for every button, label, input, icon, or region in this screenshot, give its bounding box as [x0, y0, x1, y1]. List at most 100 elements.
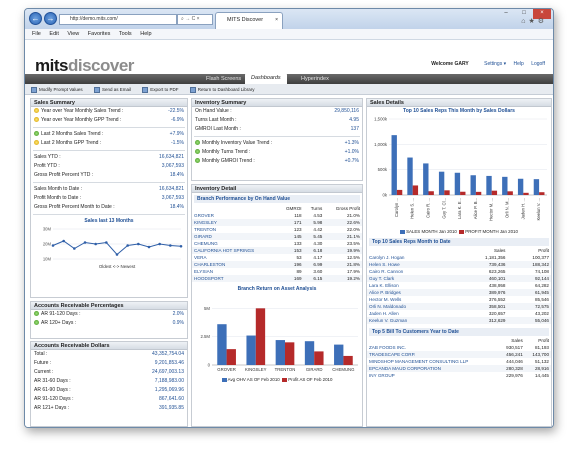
tab-hyperindex[interactable]: Hyperindex [301, 76, 329, 82]
branch-row[interactable]: ELYSIAN 89 3.60 17.9% [192, 268, 362, 275]
branch-row[interactable]: KINGSLEY 171 5.98 22.6% [192, 219, 362, 226]
help-link[interactable]: Help [513, 61, 524, 67]
branch-row[interactable]: TRENTON 123 4.42 22.0% [192, 226, 362, 233]
sales-point[interactable] [169, 244, 172, 247]
bar-secondary[interactable] [428, 191, 434, 195]
branch-row[interactable]: VERA 53 4.17 12.5% [192, 254, 362, 261]
bar-secondary[interactable] [460, 191, 466, 195]
send-email-button[interactable]: Send as Email [93, 86, 131, 93]
tab-flash-screens[interactable]: Flash Screens [206, 76, 242, 82]
bar-primary[interactable] [334, 344, 344, 365]
browser-window: ← → http://demo.mits.com/ ⌕ → C × MITS D… [24, 8, 554, 428]
branch-row[interactable]: CHARLESTON 196 6.99 21.8% [192, 261, 362, 268]
bar-primary[interactable] [407, 157, 413, 195]
export-pdf-button[interactable]: Export to PDF [142, 86, 179, 93]
sales-point[interactable] [147, 245, 151, 249]
bar-primary[interactable] [246, 335, 256, 365]
address-controls[interactable]: ⌕ → C × [177, 14, 213, 25]
sales-rep-row[interactable]: Orli N. Maldonado 358,501 72,575 [367, 303, 551, 310]
bar-primary[interactable] [470, 175, 476, 195]
bar-primary[interactable] [217, 324, 227, 365]
sales-point[interactable] [83, 241, 87, 244]
menu-view[interactable]: View [67, 31, 80, 37]
return-library-button[interactable]: Return to Dashboard Library [189, 86, 255, 93]
settings-link[interactable]: Settings ▾ [484, 61, 507, 67]
bar-primary[interactable] [502, 176, 508, 195]
panel-title: Accounts Receivable Percentages [31, 302, 187, 310]
customer-row[interactable]: EPCANDA MAUD CORPORATION 280,328 28,916 [367, 365, 551, 372]
browser-tab[interactable]: MITS Discover × [215, 12, 283, 29]
inventory-detail-panel: Inventory Detail Branch Performance by O… [191, 184, 363, 427]
bar-secondary[interactable] [314, 351, 324, 365]
bar-primary[interactable] [423, 163, 429, 195]
bar-secondary[interactable] [507, 191, 513, 195]
menu-help[interactable]: Help [140, 31, 152, 37]
sales-rep-row[interactable]: Carolyn J. Hogan 1,181,356 100,377 [367, 254, 551, 261]
bar-secondary[interactable] [491, 190, 498, 195]
sales-point[interactable] [126, 244, 129, 247]
maximize-button[interactable]: □ [522, 10, 526, 16]
home-favorites-tools-icons[interactable]: ⌂★⚙ [521, 18, 547, 25]
bar-secondary[interactable] [444, 190, 450, 195]
bar-primary[interactable] [438, 171, 445, 195]
sales-point[interactable] [94, 242, 97, 246]
sales-point[interactable] [105, 241, 108, 244]
sales-rep-row[interactable]: Hector M. Wells 376,552 85,546 [367, 296, 551, 303]
sales-rep-row[interactable]: Guy T. Clark 460,101 92,144 [367, 275, 551, 282]
ar-dollar-row: Future :9,201,853.46 [34, 360, 184, 366]
bar-secondary[interactable] [539, 192, 545, 195]
bar-primary[interactable] [304, 341, 315, 365]
customer-row[interactable]: INY GROUP 229,976 14,445 [367, 372, 551, 379]
sales-point[interactable] [115, 253, 119, 256]
bar-secondary[interactable] [255, 308, 266, 365]
bar-secondary[interactable] [285, 342, 295, 365]
logoff-link[interactable]: Logoff [531, 61, 545, 67]
bar-primary[interactable] [391, 135, 397, 195]
sales-rep-row[interactable]: Jaden H. Allen 320,657 43,202 [367, 310, 551, 317]
branch-row[interactable]: CHEMUNG 133 4.30 23.5% [192, 240, 362, 247]
customer-row[interactable]: ZAB FOODS INC. 930,517 81,193 [367, 344, 551, 351]
branch-row[interactable]: CALIFORNIA HOT SPRINGS 153 6.18 19.9% [192, 247, 362, 254]
branch-value: 6.18 [313, 248, 323, 253]
sales-rep-row[interactable]: Keelun V. Guzman 312,629 55,046 [367, 317, 551, 324]
tab-dashboards[interactable]: Dashboards [245, 72, 287, 84]
tab-close-icon[interactable]: × [275, 17, 278, 23]
bar-primary[interactable] [517, 178, 524, 195]
sales-point[interactable] [73, 247, 76, 250]
menu-edit[interactable]: Edit [49, 31, 59, 37]
bar-primary[interactable] [454, 172, 461, 195]
bar-secondary[interactable] [343, 355, 353, 365]
sales-point[interactable] [62, 239, 65, 243]
forward-arrow-icon[interactable]: → [44, 12, 57, 25]
minimize-button[interactable]: – [504, 10, 508, 16]
sales-rep-row[interactable]: Cairo R. Cannon 623,265 74,108 [367, 268, 551, 275]
customer-row[interactable]: MINDSHOP MANAGEMENT CONSULTING LLP 444,04… [367, 358, 551, 365]
bar-primary[interactable] [486, 175, 492, 195]
bar-primary[interactable] [533, 179, 540, 195]
close-button[interactable]: × [533, 9, 551, 19]
sales-point[interactable] [179, 244, 183, 248]
modify-prompt-button[interactable]: Modify Prompt Values [31, 86, 83, 93]
sales-rep-row[interactable]: Alice P. Bridges 389,976 61,945 [367, 289, 551, 296]
bar-secondary[interactable] [396, 189, 403, 195]
menu-file[interactable]: File [32, 31, 41, 37]
sales-point[interactable] [137, 242, 140, 246]
bar-secondary[interactable] [226, 349, 236, 365]
address-bar[interactable]: http://demo.mits.com/ [59, 14, 177, 25]
menu-tools[interactable]: Tools [118, 31, 132, 37]
bar-secondary[interactable] [475, 191, 482, 195]
customer-row[interactable]: TRADESCAPE CORP. 456,241 143,700 [367, 351, 551, 358]
bar-secondary[interactable] [412, 185, 419, 195]
branch-row[interactable]: GIRARD 145 5.45 21.1% [192, 233, 362, 240]
branch-row[interactable]: GROVER 118 4.53 21.0% [192, 212, 362, 219]
sales-point[interactable] [158, 242, 161, 246]
back-arrow-icon[interactable]: ← [29, 12, 42, 25]
menu-favorites[interactable]: Favorites [87, 31, 111, 37]
sales-rep-row[interactable]: Lara K. Ellison 438,958 64,282 [367, 282, 551, 289]
sales-rep-row[interactable]: Helen S. Howe 739,436 188,342 [367, 261, 551, 268]
branch-value: 169 [293, 276, 302, 281]
bar-primary[interactable] [275, 340, 285, 365]
branch-row[interactable]: HOODSPORT 169 6.15 19.2% [192, 275, 362, 282]
sales-point[interactable] [51, 244, 55, 247]
bar-secondary[interactable] [523, 192, 529, 195]
